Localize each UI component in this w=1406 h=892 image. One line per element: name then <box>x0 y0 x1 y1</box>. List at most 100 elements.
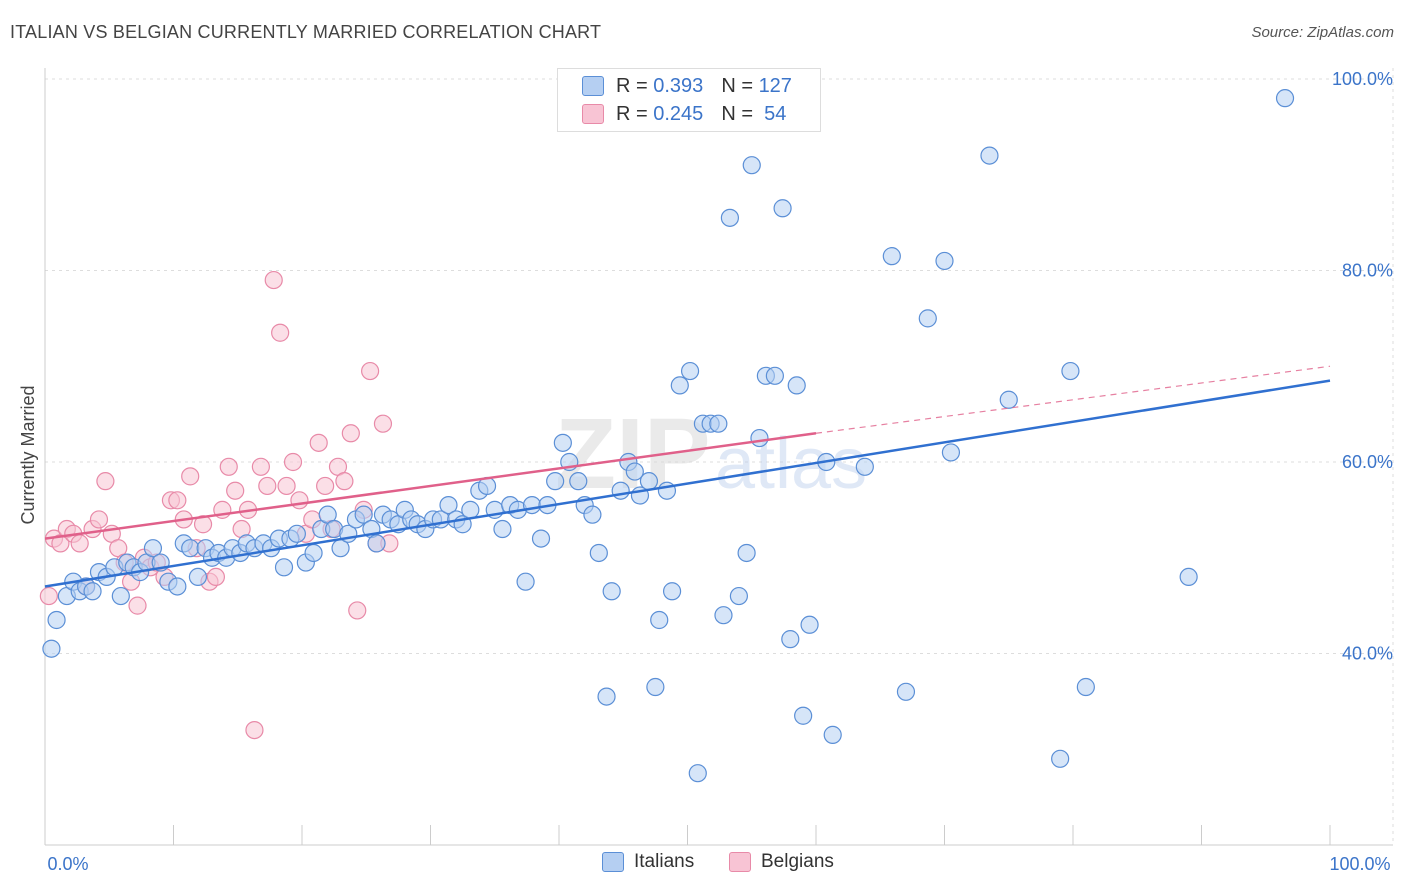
data-point <box>111 586 130 606</box>
belgians-trend-line <box>44 432 817 540</box>
x-tick-label-min: 0.0% <box>47 854 88 874</box>
data-point <box>597 687 616 706</box>
legend-r-value: 0.393 <box>653 74 704 97</box>
data-point <box>493 519 512 539</box>
italians-legend-swatch <box>602 852 624 872</box>
data-point <box>765 366 784 385</box>
legend-r-label: R = <box>616 102 654 125</box>
legend-row-belgians: R = 0.245 N = 54 <box>582 101 786 127</box>
data-point <box>316 476 335 496</box>
data-point <box>290 491 309 510</box>
data-point <box>589 543 608 563</box>
legend-item-belgians: Belgians <box>729 851 834 873</box>
data-point <box>714 606 733 625</box>
data-point <box>680 361 700 381</box>
y-tick-label: 60.0% <box>1342 452 1393 472</box>
y-tick-label: 80.0% <box>1342 261 1393 281</box>
data-point <box>309 433 328 452</box>
data-point <box>709 414 728 433</box>
data-point <box>639 472 659 491</box>
data-point <box>367 534 386 553</box>
legend-n-label: N = <box>721 102 759 125</box>
data-point <box>193 515 213 534</box>
data-point <box>226 481 245 500</box>
data-point <box>583 505 602 524</box>
data-point <box>47 610 66 630</box>
data-point <box>773 199 792 218</box>
data-point <box>348 601 367 620</box>
data-point <box>96 472 115 491</box>
italians-swatch <box>582 76 604 96</box>
chart-title: ITALIAN VS BELGIAN CURRENTLY MARRIED COR… <box>10 22 602 42</box>
data-point <box>206 567 226 587</box>
data-point <box>625 462 644 481</box>
data-point <box>531 529 551 548</box>
data-point <box>89 510 109 529</box>
italians-trend-line <box>44 379 1331 588</box>
data-point <box>168 577 187 596</box>
data-point <box>823 725 842 744</box>
data-point <box>83 582 102 601</box>
data-point <box>662 582 682 601</box>
data-point <box>181 467 200 486</box>
legend-n-value: 127 <box>758 74 792 97</box>
series-legend: Italians Belgians <box>0 851 1406 877</box>
legend-r-value: 0.245 <box>653 102 704 125</box>
data-point <box>516 572 535 591</box>
y-axis-label: Currently Married <box>18 385 38 524</box>
belgians-legend-swatch <box>729 852 751 872</box>
data-point <box>855 457 874 476</box>
data-point <box>42 639 61 658</box>
data-point <box>729 586 749 606</box>
legend-n-label: N = <box>721 74 759 97</box>
data-point <box>670 376 689 395</box>
data-point <box>742 156 761 175</box>
data-point <box>569 472 588 491</box>
data-point <box>1076 677 1095 697</box>
data-point <box>794 706 813 725</box>
data-point <box>1275 89 1295 108</box>
data-point <box>941 443 961 462</box>
data-point <box>611 481 630 500</box>
data-point <box>720 208 740 227</box>
data-point <box>522 495 542 515</box>
data-point <box>439 495 458 515</box>
data-point <box>1051 749 1070 768</box>
data-point <box>287 524 306 543</box>
data-point <box>304 543 323 563</box>
data-point <box>553 433 572 452</box>
data-point <box>277 476 296 496</box>
data-point <box>800 615 819 634</box>
x-tick-label-max: 100.0% <box>1329 854 1390 874</box>
belgians-trend-extension <box>815 365 1331 434</box>
data-point <box>271 323 290 342</box>
legend-item-label: Belgians <box>761 851 834 872</box>
data-point <box>980 146 999 165</box>
y-tick-label: 100.0% <box>1332 69 1393 89</box>
data-point <box>781 630 800 649</box>
data-point <box>602 582 621 601</box>
legend-row-italians: R = 0.393 N = 127 <box>582 73 792 99</box>
legend-n-value: 54 <box>758 102 787 125</box>
legend-item-italians: Italians <box>602 851 694 873</box>
belgians-swatch <box>582 104 604 124</box>
data-point <box>39 586 58 606</box>
data-point <box>354 505 373 524</box>
data-point <box>373 414 393 433</box>
data-point <box>787 376 806 395</box>
legend-r-label: R = <box>616 74 654 97</box>
data-point <box>251 457 270 476</box>
data-point <box>896 682 916 701</box>
data-point <box>128 596 147 615</box>
data-point <box>461 500 480 519</box>
data-point <box>1061 361 1080 381</box>
y-tick-label: 40.0% <box>1342 644 1393 664</box>
data-point <box>258 476 277 496</box>
data-point <box>70 534 89 553</box>
axis-layer: 40.0% 60.0% 80.0% 100.0% <box>44 68 1393 846</box>
data-point <box>1179 567 1198 587</box>
data-point <box>168 491 187 510</box>
data-point <box>188 567 208 587</box>
data-point <box>283 452 303 472</box>
